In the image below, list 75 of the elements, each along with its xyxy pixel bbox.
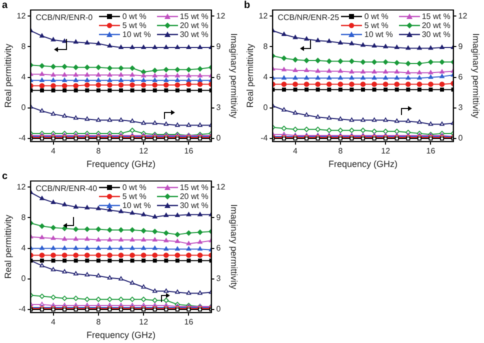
legend-label: 5 wt % (122, 21, 146, 30)
y-tick-label: 0 (263, 103, 268, 112)
x-tick-label: 16 (184, 146, 194, 156)
legend-label: 30 wt % (180, 201, 208, 210)
y2-tick-label: 0 (458, 134, 464, 143)
chart-title: b (244, 0, 250, 11)
x-axis-title: Frequency (GHz) (86, 330, 156, 340)
y2-tick-label: 0 (216, 134, 222, 143)
x-axis-title: Frequency (GHz) (86, 159, 156, 170)
x-tick-label: 12 (139, 318, 149, 327)
legend-label: 30 wt % (422, 30, 450, 39)
x-tick-label: 16 (184, 318, 194, 327)
y2-axis-title: Imaginary permittivity (229, 204, 240, 290)
x-tick-label: 8 (96, 146, 102, 156)
y2-tick-label: 3 (216, 274, 222, 284)
y-tick-label: 4 (263, 72, 268, 82)
legend-label: 5 wt % (122, 192, 146, 201)
chart-title: a (2, 0, 8, 11)
y2-tick-label: 12 (458, 11, 468, 20)
y2-tick-label: 6 (216, 72, 222, 82)
y-tick-label: 8 (21, 42, 26, 51)
y-tick-label: 0 (21, 274, 26, 284)
annotation: CCB/NR/ENR-0 (36, 13, 94, 22)
y-axis-title: Real permittivity (2, 43, 13, 108)
y2-tick-label: 0 (216, 304, 222, 314)
legend-label: 10 wt % (122, 30, 151, 39)
y2-tick-label: 6 (458, 72, 464, 82)
legend-label: 30 wt % (180, 30, 208, 39)
legend-label: 20 wt % (180, 21, 208, 30)
legend-label: 0 wt % (122, 12, 146, 21)
annotation: CCB/NR/ENR-25 (278, 13, 340, 22)
y-tick-label: 12 (16, 11, 26, 20)
y2-axis-title: Imaginary permittivity (229, 33, 240, 119)
x-axis-title: Frequency (GHz) (328, 159, 398, 170)
y2-axis-title: Imaginary permittivity (471, 33, 482, 119)
legend-label: 10 wt % (122, 201, 151, 210)
y2-tick-label: 9 (458, 42, 464, 51)
y2-tick-label: 3 (458, 103, 464, 112)
y2-tick-label: 3 (216, 103, 222, 112)
x-tick-label: 16 (426, 146, 436, 156)
legend-label: 0 wt % (364, 12, 388, 21)
annotation: CCB/NR/ENR-40 (36, 184, 98, 194)
x-tick-label: 8 (96, 318, 102, 327)
chart-title: c (2, 171, 8, 182)
x-tick-label: 12 (381, 146, 391, 156)
x-tick-label: 8 (338, 146, 344, 156)
y-tick-label: -4 (18, 134, 26, 143)
y-tick-label: 0 (21, 103, 26, 112)
x-tick-label: 4 (51, 146, 56, 156)
y-tick-label: 8 (21, 212, 26, 222)
y-tick-label: 4 (21, 244, 26, 253)
y-axis-title: Real permittivity (2, 214, 13, 279)
legend-label: 20 wt % (422, 21, 450, 30)
y-tick-label: -4 (18, 304, 26, 314)
x-tick-label: 4 (293, 146, 298, 156)
y-tick-label: 12 (258, 11, 268, 20)
y-tick-label: 4 (21, 72, 26, 82)
y2-tick-label: 6 (216, 244, 222, 253)
legend-label: 0 wt % (122, 183, 146, 192)
y-tick-label: 8 (263, 42, 268, 51)
y2-tick-label: 12 (216, 182, 226, 192)
legend-label: 10 wt % (364, 30, 393, 39)
legend-label: 15 wt % (422, 12, 450, 21)
x-tick-label: 12 (139, 146, 149, 156)
legend-label: 15 wt % (180, 12, 208, 21)
legend-label: 5 wt % (364, 21, 388, 30)
y2-tick-label: 9 (216, 42, 222, 51)
legend-label: 15 wt % (180, 183, 208, 192)
y-tick-label: 12 (16, 182, 26, 192)
y-axis-title: Real permittivity (244, 43, 255, 108)
x-tick-label: 4 (51, 318, 56, 327)
legend-label: 20 wt % (180, 192, 208, 201)
y2-tick-label: 9 (216, 212, 222, 222)
y2-tick-label: 12 (216, 11, 226, 20)
y-tick-label: -4 (260, 134, 268, 143)
